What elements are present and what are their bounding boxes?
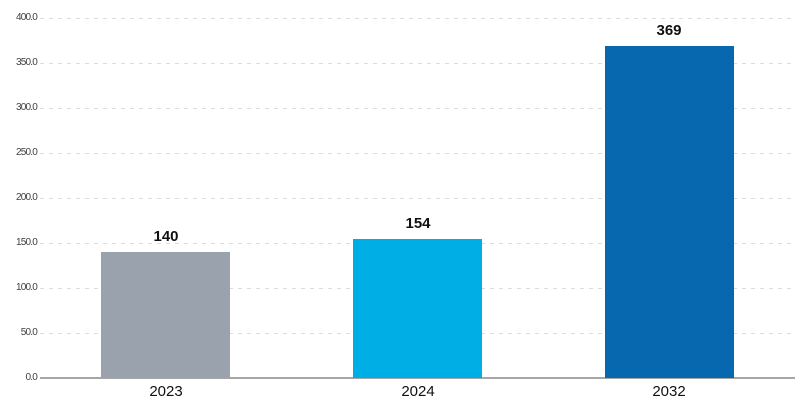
x-axis-category-label: 2023 [149,383,183,400]
gridline [40,108,795,109]
y-axis-tick-label: 250.0 [15,147,38,158]
y-axis-tick-label: 300.0 [15,102,38,113]
y-axis-tick-label: 200.0 [15,192,38,203]
x-axis-line [40,377,795,379]
x-axis-category-label: 2032 [652,383,686,400]
y-axis-tick-label: 350.0 [15,57,38,68]
bar-2032 [605,46,734,378]
bar-2024 [353,239,482,378]
y-axis-tick-label: 50.0 [20,327,38,338]
gridline [40,18,795,19]
bar-value-label: 369 [656,22,682,39]
x-axis-category-label: 2024 [401,383,435,400]
y-axis-tick-label: 100.0 [15,282,38,293]
y-axis-tick-label: 400.0 [15,12,38,23]
bar-value-label: 140 [153,228,179,245]
gridline [40,198,795,199]
bar-value-label: 154 [405,215,431,232]
y-axis-tick-label: 0.0 [25,372,37,383]
y-axis-tick-label: 150.0 [15,237,38,248]
gridline [40,153,795,154]
gridline [40,63,795,64]
bar-2023 [101,252,230,378]
